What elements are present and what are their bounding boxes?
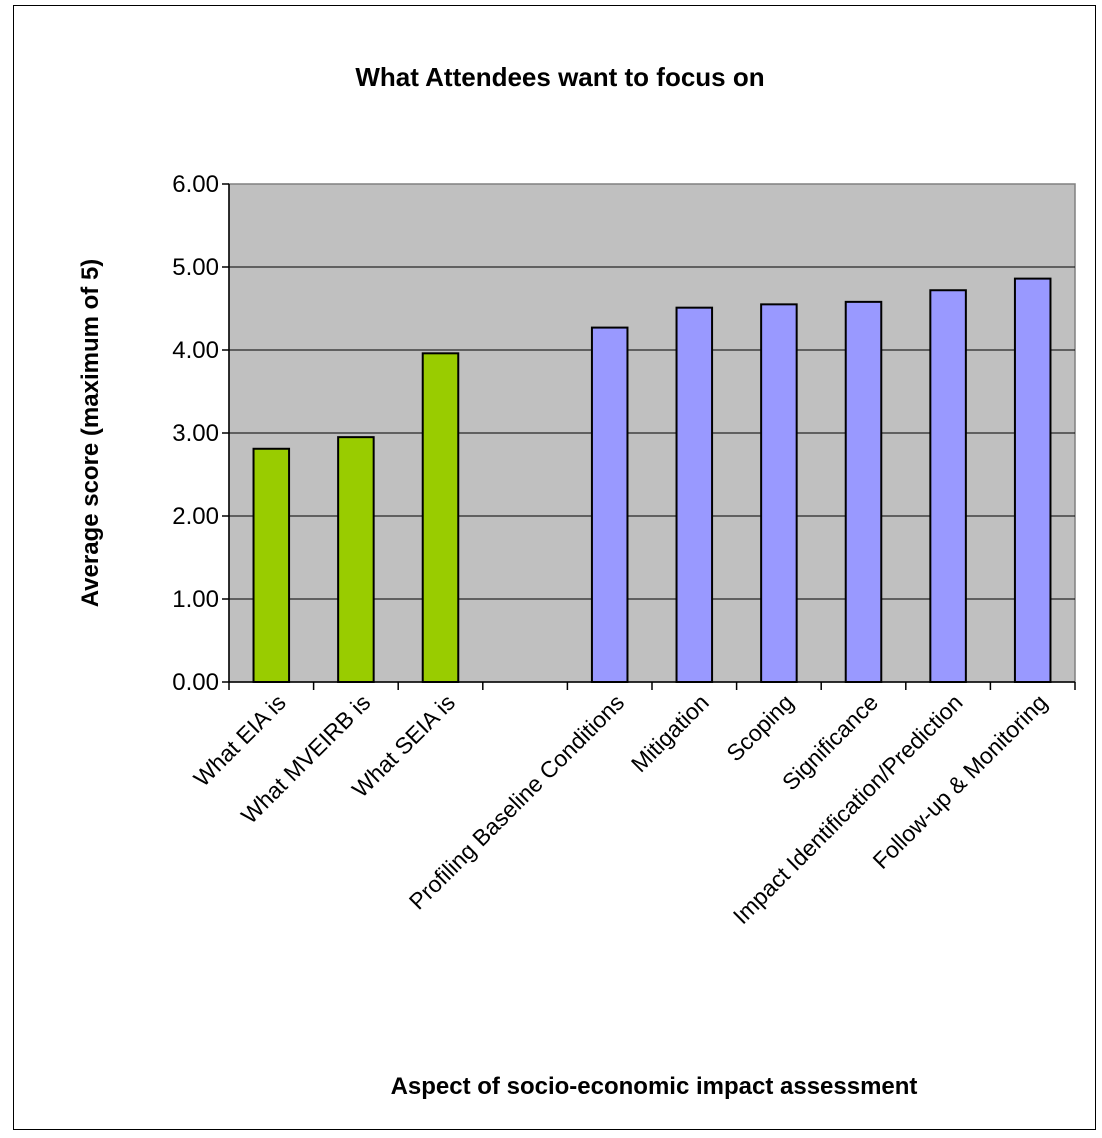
y-tick-label: 5.00: [172, 254, 219, 281]
bars: [252, 277, 1052, 683]
y-tick-labels: 0.00 1.00 2.00 3.00 4.00 5.00 6.00: [172, 171, 219, 696]
bar: [844, 300, 883, 683]
bar: [675, 306, 714, 683]
x-category-label: Scoping: [721, 689, 798, 766]
bar: [760, 303, 798, 683]
y-tick-label: 3.00: [172, 420, 219, 447]
chart: What Attendees want to focus on 0.00 1.00…: [77, 62, 1076, 1100]
y-tick-label: 2.00: [172, 503, 219, 530]
chart-frame: What Attendees want to focus on 0.00 1.00…: [13, 5, 1096, 1130]
y-tick-label: 4.00: [172, 337, 219, 364]
y-tick-label: 1.00: [172, 586, 219, 613]
x-category-label: Mitigation: [626, 689, 714, 777]
x-category-label: Follow-up & Monitoring: [868, 689, 1053, 874]
bar: [590, 326, 629, 683]
bar: [252, 447, 291, 683]
bar: [337, 436, 375, 683]
axes: [222, 183, 1076, 690]
bar: [421, 352, 460, 683]
chart-title: What Attendees want to focus on: [355, 62, 764, 92]
y-axis-label: Average score (maximum of 5): [77, 259, 104, 608]
bar: [1013, 277, 1052, 683]
bar: [929, 289, 967, 683]
y-tick-label: 0.00: [172, 669, 219, 696]
x-axis-label: Aspect of socio-economic impact assessme…: [391, 1073, 918, 1100]
y-tick-label: 6.00: [172, 171, 219, 198]
